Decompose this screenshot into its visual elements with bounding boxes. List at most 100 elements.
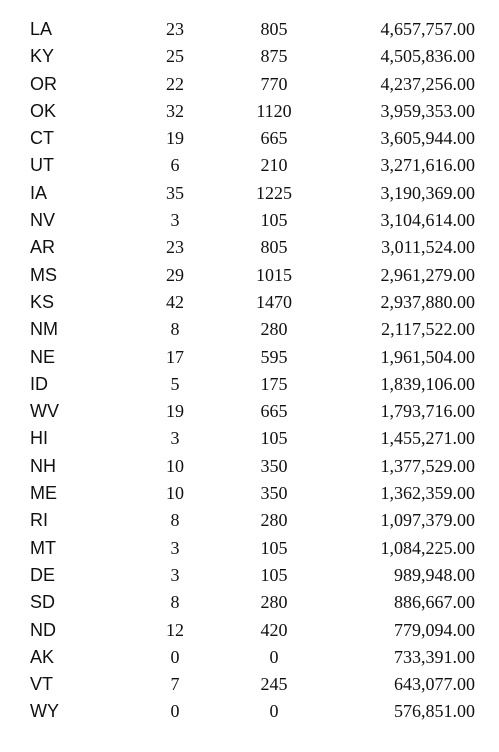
count-cell: 25 [166,46,184,67]
table-row: KY 25 875 4,505,836.00 [0,43,499,70]
count-cell: 19 [166,401,184,422]
count-cell: 22 [166,73,184,94]
count-cell: 12 [166,619,184,640]
state-cell: NV [30,210,56,231]
amount-cell: 3,011,524.00 [381,237,475,258]
value-cell: 245 [260,674,288,695]
amount-cell: 1,961,504.00 [380,346,476,367]
table-row: MT 3 105 1,084,225.00 [0,535,499,562]
value-cell: 665 [260,401,288,422]
amount-cell: 3,959,353.00 [380,100,476,121]
amount-cell: 4,505,836.00 [380,46,476,67]
value-cell: 280 [260,592,288,613]
count-cell: 23 [166,19,184,39]
amount-cell: 989,948.00 [394,564,475,585]
state-cell: KY [30,46,55,67]
count-cell: 8 [170,319,180,340]
state-cell: UT [30,155,54,176]
state-cell: NE [30,346,56,367]
value-cell: 1470 [256,291,292,312]
state-cell: ND [30,619,56,640]
table-row: OR 22 770 4,237,256.00 [0,71,499,98]
value-cell: 0 [269,701,279,722]
state-cell: ME [30,483,57,504]
table-row: IA 35 1225 3,190,369.00 [0,180,499,207]
state-cell: CT [30,128,54,149]
count-cell: 17 [166,346,184,367]
count-cell: 3 [170,564,180,585]
value-cell: 350 [260,455,288,476]
table-row: UT 6 210 3,271,616.00 [0,152,499,179]
state-cell: NM [30,319,58,340]
amount-cell: 2,937,880.00 [380,291,476,312]
state-cell: AK [30,646,55,667]
value-cell: 1120 [256,100,292,121]
amount-cell: 643,077.00 [394,674,475,695]
value-cell: 175 [260,373,288,394]
state-cell: MT [30,537,56,558]
count-cell: 0 [170,701,180,722]
count-cell: 32 [166,100,184,121]
table-row: RI 8 280 1,097,379.00 [0,507,499,534]
table-row: WY 0 0 576,851.00 [0,698,499,725]
table-row: HI 3 105 1,455,271.00 [0,425,499,452]
value-cell: 595 [260,346,288,367]
count-cell: 10 [166,455,184,476]
amount-cell: 576,851.00 [394,701,475,722]
count-cell: 3 [170,428,180,449]
count-cell: 0 [170,646,180,667]
value-cell: 105 [260,210,288,231]
amount-cell: 1,097,379.00 [380,510,476,531]
value-cell: 1015 [256,264,292,285]
amount-cell: 886,667.00 [394,592,475,613]
table-row: CT 19 665 3,605,944.00 [0,125,499,152]
count-cell: 5 [170,373,180,394]
amount-cell: 4,657,757.00 [380,19,476,39]
value-cell: 0 [269,646,279,667]
value-cell: 420 [260,619,288,640]
amount-cell: 3,271,616.00 [380,155,476,176]
table-row: MS 29 1015 2,961,279.00 [0,262,499,289]
state-cell: OR [30,73,57,94]
amount-cell: 733,391.00 [394,646,475,667]
state-cell: AR [30,237,56,258]
table-row: ND 12 420 779,094.00 [0,617,499,644]
count-cell: 7 [170,674,180,695]
count-cell: 29 [166,264,184,285]
count-cell: 23 [166,237,184,258]
table-row: OK 32 1120 3,959,353.00 [0,98,499,125]
state-cell: SD [30,592,56,613]
count-cell: 8 [170,510,180,531]
table-row: VT 7 245 643,077.00 [0,671,499,698]
count-cell: 3 [170,210,180,231]
state-cell: RI [30,510,48,531]
table-row: NV 3 105 3,104,614.00 [0,207,499,234]
amount-cell: 1,084,225.00 [380,537,476,558]
count-cell: 8 [170,592,180,613]
value-cell: 350 [260,483,288,504]
state-cell: MS [30,264,57,285]
value-cell: 805 [260,237,288,258]
value-cell: 805 [260,19,288,39]
value-cell: 1225 [256,182,292,203]
count-cell: 42 [166,291,184,312]
count-cell: 35 [166,182,184,203]
state-cell: HI [30,428,48,449]
amount-cell: 1,362,359.00 [380,483,476,504]
count-cell: 6 [170,155,180,176]
table-row: LA 23 805 4,657,757.00 [0,16,499,43]
value-cell: 280 [260,319,288,340]
table-row: SD 8 280 886,667.00 [0,589,499,616]
table-row: AK 0 0 733,391.00 [0,644,499,671]
table-row: NM 8 280 2,117,522.00 [0,316,499,343]
amount-cell: 3,104,614.00 [380,210,476,231]
value-cell: 105 [260,428,288,449]
table-row: DE 3 105 989,948.00 [0,562,499,589]
state-cell: WV [30,401,59,422]
state-cell: ID [30,373,48,394]
amount-cell: 1,839,106.00 [380,373,476,394]
amount-cell: 1,793,716.00 [380,401,476,422]
amount-cell: 1,377,529.00 [380,455,476,476]
table-row: NE 17 595 1,961,504.00 [0,344,499,371]
state-cell: KS [30,291,55,312]
